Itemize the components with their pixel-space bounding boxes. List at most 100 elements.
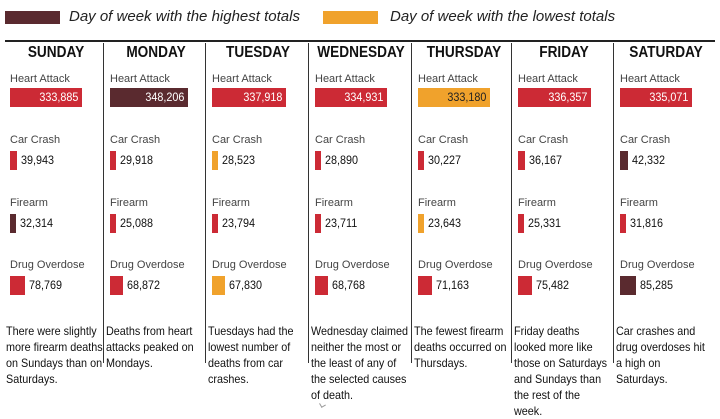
day-label: FRIDAY	[539, 44, 589, 61]
value-label-firearm: 25,331	[528, 216, 562, 230]
category-label-drug-overdose: Drug Overdose	[110, 259, 185, 271]
category-label-drug-overdose: Drug Overdose	[518, 259, 593, 271]
bar-firearm	[110, 214, 116, 233]
value-label-heart-attack: 335,071	[648, 90, 688, 104]
value-label-car-crash: 39,943	[21, 153, 55, 167]
day-label: WEDNESDAY	[317, 44, 405, 61]
category-label-car-crash: Car Crash	[315, 134, 366, 146]
value-label-car-crash: 30,227	[428, 153, 462, 167]
value-label-firearm: 23,711	[325, 216, 358, 230]
value-label-firearm: 32,314	[20, 216, 54, 230]
bar-car-crash	[10, 151, 17, 170]
note-wednesday: Wednesday claimed neither the most or th…	[311, 324, 409, 402]
value-label-heart-attack: 333,180	[446, 90, 486, 104]
bar-heart-attack: 333,885	[10, 88, 82, 107]
category-label-drug-overdose: Drug Overdose	[620, 259, 695, 271]
bar-firearm	[620, 214, 626, 233]
value-label-drug-overdose: 78,769	[29, 278, 63, 292]
value-label-heart-attack: 334,931	[343, 90, 383, 104]
category-label-drug-overdose: Drug Overdose	[212, 259, 287, 271]
bar-heart-attack: 336,357	[518, 88, 591, 107]
note-monday: Deaths from heart attacks peaked on Mond…	[106, 324, 194, 370]
value-label-car-crash: 29,918	[120, 153, 154, 167]
category-label-heart-attack: Heart Attack	[212, 73, 272, 85]
bar-drug-overdose	[212, 276, 225, 295]
bar-firearm	[315, 214, 321, 233]
day-column-tuesday: TUESDAY Heart Attack 337,918 Car Crash 28,52…	[207, 43, 309, 363]
value-label-heart-attack: 333,885	[38, 90, 78, 104]
category-label-car-crash: Car Crash	[620, 134, 671, 146]
category-label-heart-attack: Heart Attack	[315, 73, 375, 85]
bar-heart-attack: 348,206	[110, 88, 188, 107]
note-friday: Friday deaths looked more like those on …	[514, 324, 608, 418]
bar-heart-attack: 334,931	[315, 88, 387, 107]
note-thursday: The fewest firearm deaths occurred on Th…	[414, 324, 507, 370]
day-column-wednesday: WEDNESDAY Heart Attack 334,931 Car Crash 28,…	[310, 43, 412, 363]
bar-firearm	[418, 214, 424, 233]
value-label-drug-overdose: 68,768	[332, 278, 366, 292]
day-column-sunday: SUNDAY Heart Attack 333,885 Car Crash 39,943…	[5, 43, 107, 363]
column-separator	[308, 43, 309, 363]
day-column-thursday: THURSDAY Heart Attack 333,180 Car Crash 30,2…	[413, 43, 515, 363]
category-label-firearm: Firearm	[620, 197, 658, 209]
bar-car-crash	[418, 151, 424, 170]
column-separator	[511, 43, 512, 363]
category-label-car-crash: Car Crash	[10, 134, 61, 146]
note-sunday: There were slightly more firearm deaths …	[6, 324, 103, 386]
bar-drug-overdose	[315, 276, 328, 295]
bar-drug-overdose	[10, 276, 25, 295]
value-label-drug-overdose: 67,830	[229, 278, 263, 292]
bar-firearm	[518, 214, 524, 233]
value-label-drug-overdose: 68,872	[127, 278, 161, 292]
value-label-firearm: 23,794	[222, 216, 256, 230]
day-label: MONDAY	[126, 44, 186, 61]
note-tuesday: Tuesdays had the lowest number of deaths…	[208, 324, 294, 386]
bar-heart-attack: 333,180	[418, 88, 490, 107]
bar-heart-attack: 335,071	[620, 88, 692, 107]
category-label-car-crash: Car Crash	[418, 134, 469, 146]
note-saturday: Car crashes and drug overdoses hit a hig…	[616, 324, 705, 386]
top-rule	[5, 40, 715, 42]
value-label-firearm: 23,643	[428, 216, 462, 230]
bar-car-crash	[212, 151, 218, 170]
category-label-firearm: Firearm	[315, 197, 353, 209]
value-label-car-crash: 42,332	[632, 153, 666, 167]
legend-swatch-highest	[5, 11, 60, 24]
value-label-drug-overdose: 71,163	[436, 278, 470, 292]
legend-label-highest: Day of week with the highest totals	[69, 8, 300, 25]
day-column-saturday: SATURDAY Heart Attack 335,071 Car Crash 42,3…	[615, 43, 717, 363]
category-label-heart-attack: Heart Attack	[418, 73, 478, 85]
bar-drug-overdose	[620, 276, 636, 295]
category-label-firearm: Firearm	[10, 197, 48, 209]
column-separator	[411, 43, 412, 363]
value-label-drug-overdose: 75,482	[536, 278, 570, 292]
bar-car-crash	[110, 151, 116, 170]
bar-drug-overdose	[418, 276, 432, 295]
column-separator	[103, 43, 104, 363]
value-label-car-crash: 28,890	[325, 153, 359, 167]
category-label-heart-attack: Heart Attack	[10, 73, 70, 85]
bar-firearm	[10, 214, 16, 233]
category-label-firearm: Firearm	[418, 197, 456, 209]
bar-firearm	[212, 214, 218, 233]
column-separator	[205, 43, 206, 363]
category-label-heart-attack: Heart Attack	[110, 73, 170, 85]
category-label-drug-overdose: Drug Overdose	[315, 259, 390, 271]
value-label-firearm: 25,088	[120, 216, 154, 230]
day-column-monday: MONDAY Heart Attack 348,206 Car Crash 29,918…	[105, 43, 207, 363]
category-label-car-crash: Car Crash	[110, 134, 161, 146]
day-label: THURSDAY	[426, 44, 502, 61]
category-label-heart-attack: Heart Attack	[620, 73, 680, 85]
bar-car-crash	[518, 151, 525, 170]
category-label-firearm: Firearm	[110, 197, 148, 209]
value-label-firearm: 31,816	[630, 216, 664, 230]
bar-drug-overdose	[518, 276, 532, 295]
category-label-car-crash: Car Crash	[518, 134, 569, 146]
day-column-friday: FRIDAY Heart Attack 336,357 Car Crash 36,167…	[513, 43, 615, 363]
bar-heart-attack: 337,918	[212, 88, 286, 107]
value-label-drug-overdose: 85,285	[640, 278, 674, 292]
day-label: SATURDAY	[629, 44, 703, 61]
category-label-heart-attack: Heart Attack	[518, 73, 578, 85]
day-label: SUNDAY	[27, 44, 85, 61]
value-label-heart-attack: 348,206	[144, 90, 184, 104]
